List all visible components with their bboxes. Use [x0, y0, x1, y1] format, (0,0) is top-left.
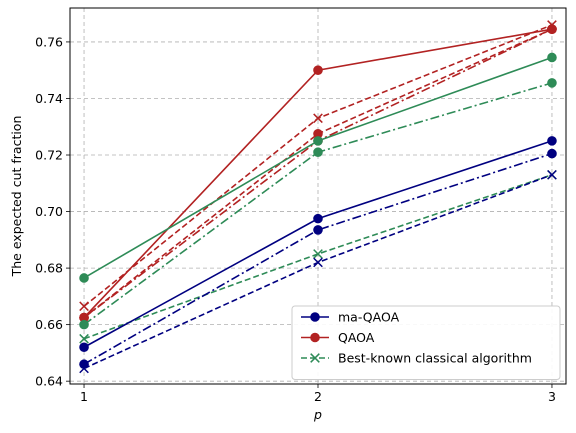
data-point-stroke: [313, 257, 323, 268]
y-tick-label: 0.68: [35, 261, 63, 276]
data-point-stroke: [79, 301, 89, 312]
axes: 1 2 3 0.64 0.66 0.68 0.70 0.72 0.74 0.76: [35, 34, 556, 404]
legend: ma-QAOA QAOA Best-known classical algorith…: [291, 305, 561, 380]
y-tick-label: 0.66: [35, 317, 63, 332]
data-point: [79, 301, 89, 312]
data-point-stroke: [310, 353, 320, 363]
series-group: [79, 20, 557, 374]
data-point-stroke: [547, 20, 557, 30]
series-line: [83, 152, 553, 365]
x-tick-label: 3: [548, 389, 556, 404]
data-point: [547, 169, 557, 180]
y-tick-label: 0.76: [35, 34, 63, 49]
y-tick-label: 0.70: [35, 204, 63, 219]
data-point: [313, 65, 323, 75]
legend-box: [291, 305, 561, 380]
data-point-stroke: [313, 249, 323, 259]
data-point: [313, 225, 323, 235]
data-point: [310, 353, 320, 363]
legend-label: QAOA: [338, 330, 375, 345]
data-point: [547, 148, 557, 159]
y-tick-label: 0.72: [35, 148, 63, 163]
y-tick-label: 0.74: [35, 91, 63, 106]
data-point: [79, 363, 89, 374]
data-point-stroke: [313, 113, 323, 124]
data-point: [79, 342, 89, 353]
legend-item: QAOA: [301, 330, 375, 345]
data-point: [547, 52, 557, 63]
data-point: [547, 20, 557, 30]
data-point: [79, 319, 89, 330]
legend-item: ma-QAOA: [301, 310, 400, 325]
data-point: [310, 312, 320, 322]
series-line: [83, 56, 553, 279]
data-point: [313, 147, 323, 157]
data-point: [313, 257, 323, 268]
data-point-stroke: [547, 169, 557, 180]
data-point: [313, 136, 323, 146]
legend-label: Best-known classical algorithm: [338, 351, 532, 366]
data-point: [313, 113, 323, 124]
data-point: [547, 78, 557, 88]
y-axis-title: The expected cut fraction: [9, 116, 24, 278]
data-point: [313, 249, 323, 259]
data-point: [313, 213, 323, 224]
data-point: [547, 136, 557, 146]
x-tick-label: 1: [80, 389, 88, 404]
legend-item: Best-known classical algorithm: [301, 351, 532, 366]
data-point: [310, 332, 320, 343]
legend-label: ma-QAOA: [338, 310, 400, 325]
data-point: [547, 24, 557, 35]
data-point: [79, 333, 89, 344]
data-point-stroke: [79, 333, 89, 344]
x-tick-label: 2: [314, 389, 322, 404]
y-tick-label: 0.64: [35, 374, 63, 389]
data-point-stroke: [79, 363, 89, 374]
x-axis-title: p: [313, 407, 322, 422]
data-point: [79, 273, 89, 283]
